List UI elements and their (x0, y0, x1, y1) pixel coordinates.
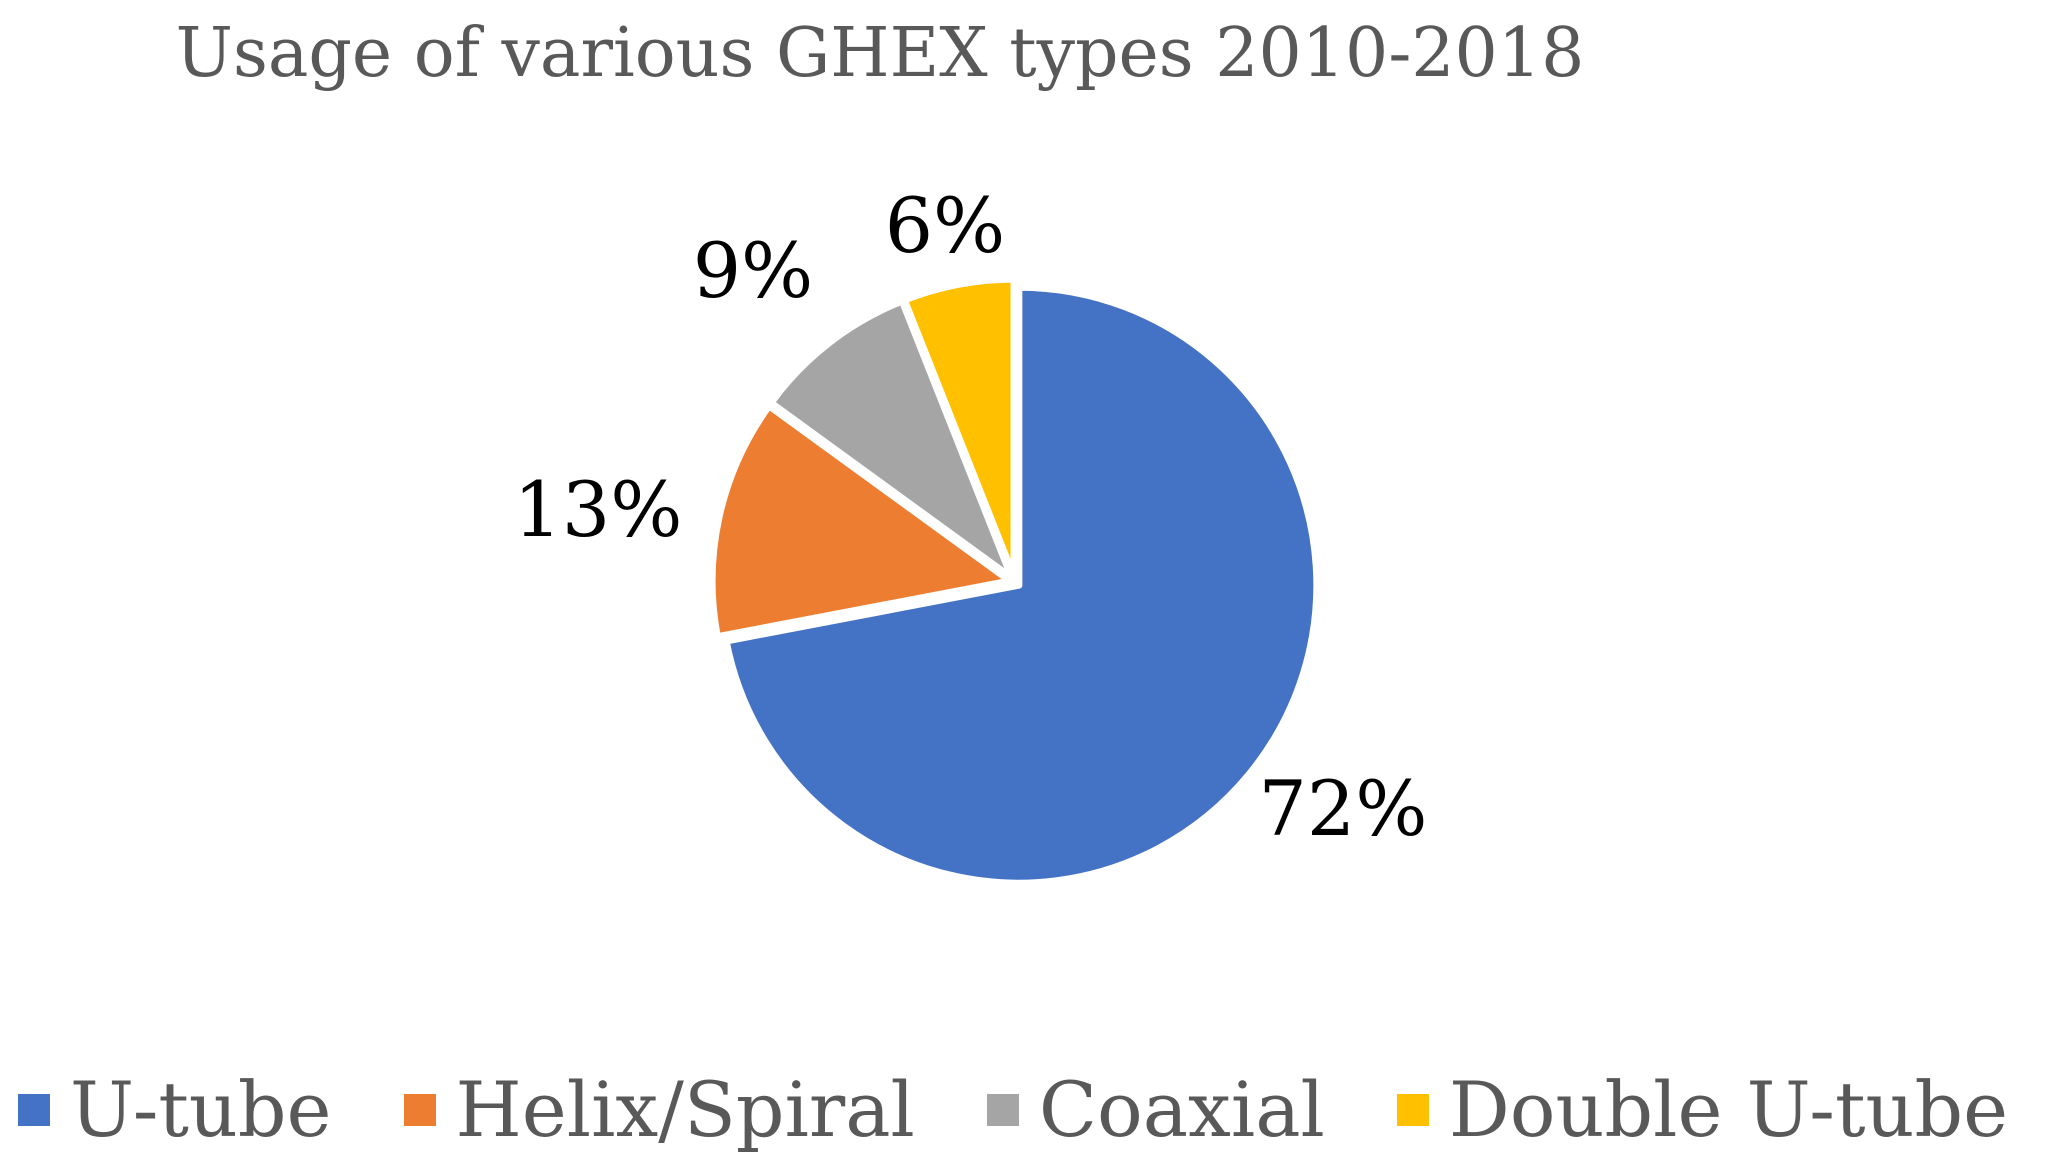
legend-label-double-u-tube: Double U-tube (1448, 1065, 2009, 1154)
pie-slice-u-tube (722, 283, 1321, 887)
pie-slice-helix-spiral (708, 402, 1014, 641)
chart-title: Usage of various GHEX types 2010-2018 (175, 14, 1585, 93)
data-label-coaxial: 9% (693, 226, 814, 315)
legend-item-helix-spiral: Helix/Spiral (403, 1065, 915, 1154)
data-label-helix-spiral: 13% (514, 465, 683, 554)
legend-item-double-u-tube: Double U-tube (1396, 1065, 2009, 1154)
data-label-u-tube: 72% (1259, 764, 1428, 853)
legend-item-coaxial: Coaxial (986, 1065, 1325, 1154)
legend-item-u-tube: U-tube (18, 1072, 332, 1148)
legend-swatch-u-tube (18, 1094, 50, 1126)
legend-label-helix-spiral: Helix/Spiral (455, 1065, 915, 1154)
legend-swatch-double-u-tube (1396, 1094, 1429, 1126)
legend-label-u-tube: U-tube (70, 1065, 332, 1154)
legend-swatch-coaxial (986, 1094, 1019, 1126)
data-label-double-u-tube: 6% (885, 181, 1006, 270)
pie-slice-coaxial (767, 297, 1016, 582)
legend-label-coaxial: Coaxial (1038, 1065, 1325, 1154)
legend: U-tube Helix/Spiral Coaxial Double U-tub… (18, 1062, 2008, 1158)
legend-swatch-helix-spiral (403, 1094, 436, 1126)
pie-slice-double-u-tube (900, 275, 1018, 581)
